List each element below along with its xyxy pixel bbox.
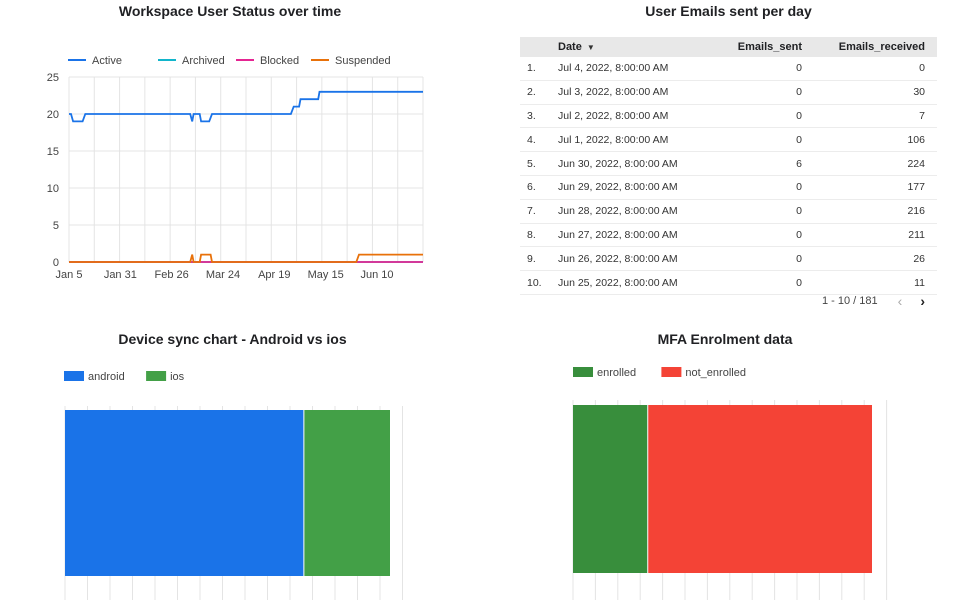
row-index: 6. — [527, 181, 536, 194]
x-tick-label: Jan 5 — [56, 269, 83, 281]
legend-swatch-enrolled — [573, 367, 593, 377]
x-tick-label: Jan 31 — [104, 269, 137, 281]
legend-label-android: android — [88, 371, 125, 383]
row-emails-received: 7 — [919, 109, 925, 122]
legend-label-active: Active — [92, 55, 122, 67]
row-index: 3. — [527, 109, 536, 122]
row-emails-received: 26 — [913, 252, 925, 265]
table-row: 4. Jul 1, 2022, 8:00:00 AM 0 106 — [520, 128, 937, 153]
row-index: 2. — [527, 86, 536, 99]
bar-segment-android — [65, 410, 304, 576]
y-tick-label: 20 — [47, 109, 59, 121]
legend-label-suspended: Suspended — [335, 55, 391, 67]
row-date: Jul 3, 2022, 8:00:00 AM — [558, 86, 669, 99]
x-tick-label: Feb 26 — [155, 269, 189, 281]
row-index: 10. — [527, 276, 542, 289]
row-emails-sent: 0 — [796, 228, 802, 241]
mfa-enrolment-chart: enrolled not_enrolled — [572, 367, 888, 600]
emails-table: Date ▼ Emails_sent Emails_received 1. Jul … — [520, 37, 937, 295]
row-emails-received: 106 — [907, 133, 925, 146]
pagination-range: 1 - 10 / 181 — [822, 295, 878, 307]
row-emails-received: 216 — [907, 205, 925, 218]
legend-label-blocked: Blocked — [260, 55, 299, 67]
row-emails-sent: 0 — [796, 181, 802, 194]
table-title: User Emails sent per day — [645, 3, 812, 19]
x-tick-label: May 15 — [308, 269, 344, 281]
row-emails-sent: 0 — [796, 276, 802, 289]
line-chart: Active Archived Blocked Suspended 0 5 10 15 20 25… — [47, 55, 424, 281]
row-emails-received: 224 — [907, 157, 925, 170]
legend-swatch-android — [64, 371, 84, 381]
table-row: 6. Jun 29, 2022, 8:00:00 AM 0 177 — [520, 176, 937, 200]
x-tick-label: Jun 10 — [360, 269, 393, 281]
bar-segment-ios — [303, 410, 390, 576]
device-sync-chart: android ios — [64, 371, 403, 600]
row-emails-sent: 0 — [796, 62, 802, 75]
row-emails-sent: 0 — [796, 205, 802, 218]
table-row: 5. Jun 30, 2022, 8:00:00 AM 6 224 — [520, 152, 937, 176]
row-emails-sent: 0 — [796, 252, 802, 265]
table-header-row: Date ▼ Emails_sent Emails_received — [520, 37, 937, 57]
device-chart-title: Device sync chart - Android vs ios — [118, 331, 347, 347]
line-chart-title: Workspace User Status over time — [118, 3, 342, 19]
row-date: Jun 25, 2022, 8:00:00 AM — [558, 276, 678, 289]
row-index: 4. — [527, 133, 536, 146]
row-index: 8. — [527, 228, 536, 241]
bar-segment-enrolled — [573, 405, 648, 573]
legend-label-ios: ios — [170, 371, 185, 383]
legend-label-enrolled: enrolled — [597, 367, 636, 379]
row-emails-received: 211 — [908, 228, 925, 241]
row-emails-sent: 6 — [796, 157, 802, 170]
x-tick-label: Mar 24 — [206, 269, 240, 281]
header-date[interactable]: Date ▼ — [558, 41, 595, 53]
row-date: Jul 2, 2022, 8:00:00 AM — [558, 109, 669, 122]
header-emails-sent[interactable]: Emails_sent — [737, 41, 802, 53]
legend-swatch-not_enrolled — [661, 367, 682, 377]
row-emails-sent: 0 — [796, 109, 802, 122]
table-row: 8. Jun 27, 2022, 8:00:00 AM 0 211 — [520, 224, 937, 248]
row-date: Jun 30, 2022, 8:00:00 AM — [558, 157, 678, 170]
row-index: 5. — [527, 157, 536, 170]
series-line-active — [69, 90, 423, 123]
legend-swatch-ios — [146, 371, 167, 381]
row-index: 7. — [527, 205, 536, 218]
chevron-left-icon[interactable]: ‹ — [897, 293, 903, 309]
row-date: Jul 1, 2022, 8:00:00 AM — [558, 133, 669, 146]
table-row: 7. Jun 28, 2022, 8:00:00 AM 0 216 — [520, 200, 937, 224]
y-tick-label: 10 — [47, 183, 59, 195]
bar-segment-not_enrolled — [647, 405, 872, 573]
table-row: 9. Jun 26, 2022, 8:00:00 AM 0 26 — [520, 247, 937, 272]
table-row: 3. Jul 2, 2022, 8:00:00 AM 0 7 — [520, 105, 937, 129]
row-index: 1. — [527, 62, 536, 75]
y-tick-label: 25 — [47, 72, 59, 84]
table-body: 1. Jul 4, 2022, 8:00:00 AM 0 0 2. Jul 3, 2022… — [520, 57, 937, 295]
row-emails-sent: 0 — [796, 86, 802, 99]
table-row: 2. Jul 3, 2022, 8:00:00 AM 0 30 — [520, 81, 937, 105]
chevron-right-icon[interactable]: › — [920, 293, 925, 309]
y-tick-label: 0 — [53, 257, 59, 269]
row-emails-sent: 0 — [796, 133, 802, 146]
sort-down-icon: ▼ — [586, 43, 595, 52]
y-tick-label: 5 — [53, 220, 59, 232]
legend-label-archived: Archived — [182, 55, 225, 67]
row-emails-received: 177 — [907, 181, 925, 194]
row-date: Jun 27, 2022, 8:00:00 AM — [558, 228, 678, 241]
pagination: 1 - 10 / 181 ‹ › — [800, 292, 940, 310]
row-date: Jun 26, 2022, 8:00:00 AM — [558, 252, 678, 265]
row-emails-received: 11 — [914, 276, 925, 289]
header-emails-received[interactable]: Emails_received — [838, 41, 925, 53]
series-line-suspended — [69, 253, 423, 263]
row-date: Jul 4, 2022, 8:00:00 AM — [558, 62, 669, 75]
table-row: 10. Jun 25, 2022, 8:00:00 AM 0 11 — [520, 271, 937, 295]
mfa-chart-title: MFA Enrolment data — [657, 331, 793, 347]
table-row: 1. Jul 4, 2022, 8:00:00 AM 0 0 — [520, 57, 937, 81]
row-emails-received: 30 — [913, 86, 925, 99]
x-tick-label: Apr 19 — [258, 269, 290, 281]
y-tick-label: 15 — [47, 146, 59, 158]
row-emails-received: 0 — [919, 62, 925, 75]
row-index: 9. — [527, 252, 536, 265]
row-date: Jun 28, 2022, 8:00:00 AM — [558, 205, 678, 218]
legend-label-not_enrolled: not_enrolled — [685, 367, 746, 379]
row-date: Jun 29, 2022, 8:00:00 AM — [558, 181, 678, 194]
